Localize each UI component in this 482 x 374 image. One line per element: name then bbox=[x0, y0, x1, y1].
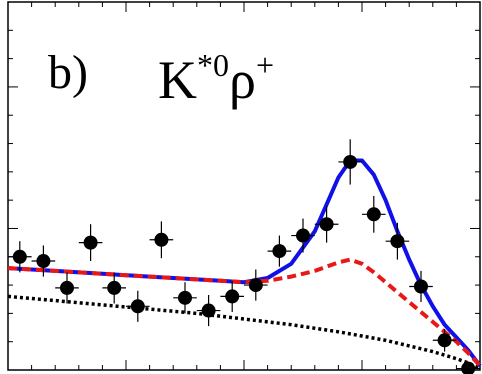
point-marker bbox=[83, 235, 98, 250]
data-point bbox=[8, 241, 32, 273]
data-point bbox=[409, 270, 433, 303]
data-point bbox=[196, 294, 221, 327]
point-marker bbox=[107, 280, 122, 295]
title-base: K bbox=[158, 50, 197, 110]
point-marker bbox=[414, 279, 428, 294]
point-marker bbox=[154, 232, 169, 247]
point-marker bbox=[319, 217, 334, 232]
point-marker bbox=[130, 299, 145, 314]
data-point bbox=[314, 205, 339, 243]
point-marker bbox=[60, 280, 74, 295]
fit-curves bbox=[7, 158, 482, 371]
point-marker bbox=[343, 154, 358, 169]
data-point bbox=[173, 282, 197, 314]
data-point bbox=[456, 361, 480, 374]
data-point bbox=[338, 139, 362, 185]
point-marker bbox=[248, 278, 263, 293]
point-marker bbox=[225, 289, 240, 304]
signal-plus-background-curve bbox=[7, 257, 482, 368]
plot-frame bbox=[7, 1, 481, 371]
point-marker bbox=[201, 303, 216, 318]
data-point bbox=[267, 235, 292, 267]
point-marker bbox=[390, 234, 405, 249]
title-rho: ρ bbox=[229, 50, 256, 110]
data-points bbox=[8, 139, 480, 374]
panel-label: b) bbox=[48, 46, 88, 99]
data-point bbox=[220, 280, 244, 312]
data-point bbox=[432, 328, 457, 352]
point-marker bbox=[461, 361, 476, 374]
data-point bbox=[244, 269, 268, 301]
title-k-superscript: *0 bbox=[197, 47, 229, 83]
data-point bbox=[362, 195, 386, 233]
data-point bbox=[31, 245, 56, 277]
total-fit-curve bbox=[7, 158, 482, 368]
data-point bbox=[102, 272, 126, 304]
data-point bbox=[149, 221, 174, 259]
point-marker bbox=[437, 333, 452, 348]
point-marker bbox=[296, 228, 310, 243]
data-point bbox=[55, 272, 79, 304]
point-marker bbox=[36, 254, 51, 269]
background-curve bbox=[7, 294, 481, 371]
data-point bbox=[385, 222, 410, 260]
chart-title: K*0ρ+ bbox=[158, 47, 274, 110]
point-marker bbox=[272, 244, 287, 259]
data-point bbox=[126, 290, 150, 322]
data-point bbox=[291, 218, 315, 253]
title-rho-superscript: + bbox=[256, 47, 274, 83]
point-marker bbox=[12, 249, 27, 264]
point-marker bbox=[178, 290, 192, 305]
data-point bbox=[78, 224, 103, 262]
point-marker bbox=[366, 207, 381, 222]
